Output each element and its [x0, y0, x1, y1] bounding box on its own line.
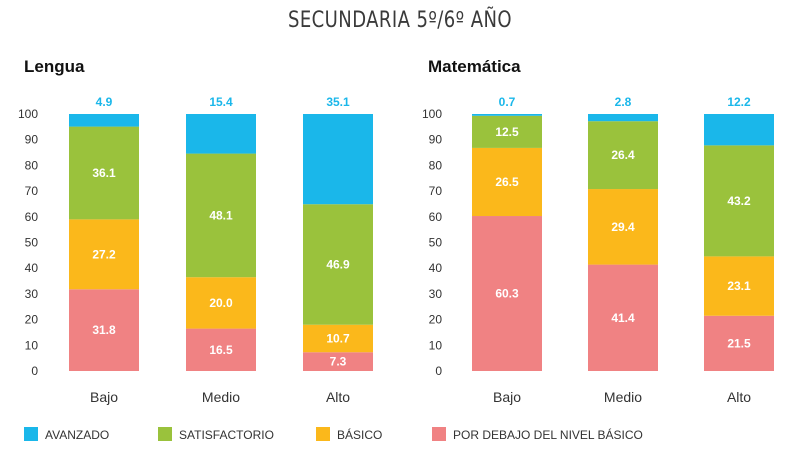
legend-label-satisfactorio: SATISFACTORIO [179, 428, 274, 442]
y-tick-label: 30 [429, 287, 443, 301]
bar-segment-basico [186, 277, 256, 329]
bar-segment-avanzado [186, 114, 256, 154]
data-label-basico: 26.5 [495, 175, 519, 189]
data-label-satisfactorio: 26.4 [611, 148, 635, 162]
y-tick-label: 60 [25, 210, 39, 224]
bar-segment-debajo [69, 289, 139, 371]
bar-segment-satisfactorio [472, 115, 542, 148]
y-tick-label: 20 [25, 313, 39, 327]
data-label-debajo: 41.4 [611, 311, 635, 325]
data-label-basico: 29.4 [611, 220, 635, 234]
data-label-avanzado: 4.9 [96, 95, 113, 109]
data-label-basico: 20.0 [209, 296, 233, 310]
y-tick-label: 50 [429, 236, 443, 250]
data-label-satisfactorio: 43.2 [727, 194, 751, 208]
legend-label-basico: BÁSICO [337, 427, 382, 442]
y-tick-label: 40 [25, 261, 39, 275]
data-label-avanzado: 2.8 [615, 95, 632, 109]
data-label-debajo: 7.3 [330, 355, 347, 369]
data-label-avanzado: 35.1 [326, 95, 350, 109]
panel-title-1: Matemática [428, 57, 521, 76]
bar-segment-basico [704, 256, 774, 316]
data-label-debajo: 31.8 [92, 323, 116, 337]
y-tick-label: 0 [31, 364, 38, 378]
bar-segment-satisfactorio [588, 121, 658, 190]
data-label-satisfactorio: 36.1 [92, 166, 116, 180]
bar-segment-basico [588, 189, 658, 265]
data-label-avanzado: 0.7 [499, 95, 516, 109]
main-title: SECUNDARIA 5º/6º AÑO [287, 8, 512, 33]
y-tick-label: 90 [25, 133, 39, 147]
x-category-label: Alto [326, 389, 350, 405]
bar-segment-avanzado [303, 114, 373, 205]
legend-swatch-basico [316, 427, 330, 441]
bar-segment-satisfactorio [69, 126, 139, 220]
bar-segment-avanzado [69, 114, 139, 127]
y-tick-label: 80 [25, 158, 39, 172]
bar-segment-debajo [588, 264, 658, 371]
data-label-basico: 10.7 [326, 331, 350, 345]
legend-swatch-avanzado [24, 427, 38, 441]
bar-segment-avanzado [588, 114, 658, 122]
y-tick-label: 40 [429, 261, 443, 275]
data-label-avanzado: 15.4 [209, 95, 233, 109]
legend-label-avanzado: AVANZADO [45, 428, 109, 442]
y-tick-label: 70 [429, 184, 443, 198]
data-label-avanzado: 12.2 [727, 95, 751, 109]
x-category-label: Bajo [90, 389, 118, 405]
data-label-satisfactorio: 48.1 [209, 208, 233, 222]
legend-swatch-satisfactorio [158, 427, 172, 441]
bar-segment-basico [69, 219, 139, 290]
y-tick-label: 0 [435, 364, 442, 378]
data-label-debajo: 21.5 [727, 336, 751, 350]
data-label-basico: 27.2 [92, 247, 116, 261]
y-tick-label: 100 [422, 107, 442, 121]
panel-title-0: Lengua [24, 57, 85, 76]
y-tick-label: 10 [25, 338, 39, 352]
bar-segment-satisfactorio [186, 153, 256, 278]
data-label-satisfactorio: 12.5 [495, 125, 519, 139]
x-category-label: Medio [202, 389, 240, 405]
y-tick-label: 30 [25, 287, 39, 301]
x-category-label: Medio [604, 389, 642, 405]
bar-segment-avanzado [704, 114, 774, 146]
y-tick-label: 70 [25, 184, 39, 198]
y-tick-label: 20 [429, 313, 443, 327]
data-label-basico: 23.1 [727, 279, 751, 293]
bar-segment-satisfactorio [704, 145, 774, 257]
y-tick-label: 80 [429, 158, 443, 172]
bar-segment-satisfactorio [303, 204, 373, 325]
bar-segment-basico [303, 324, 373, 353]
bar-segment-basico [472, 147, 542, 217]
y-tick-label: 60 [429, 210, 443, 224]
y-tick-label: 10 [429, 338, 443, 352]
data-label-satisfactorio: 46.9 [326, 257, 350, 271]
y-tick-label: 50 [25, 236, 39, 250]
legend-swatch-debajo [432, 427, 446, 441]
data-label-debajo: 16.5 [209, 343, 233, 357]
bar-segment-avanzado [472, 114, 542, 116]
bar-segment-debajo [472, 216, 542, 371]
bar-segment-debajo [704, 315, 774, 371]
x-category-label: Bajo [493, 389, 521, 405]
x-category-label: Alto [727, 389, 751, 405]
data-label-debajo: 60.3 [495, 287, 519, 301]
bar-segment-debajo [303, 352, 373, 371]
y-tick-label: 100 [18, 107, 38, 121]
legend-label-debajo: POR DEBAJO DEL NIVEL BÁSICO [453, 427, 643, 442]
y-tick-label: 90 [429, 133, 443, 147]
bar-segment-debajo [186, 328, 256, 371]
